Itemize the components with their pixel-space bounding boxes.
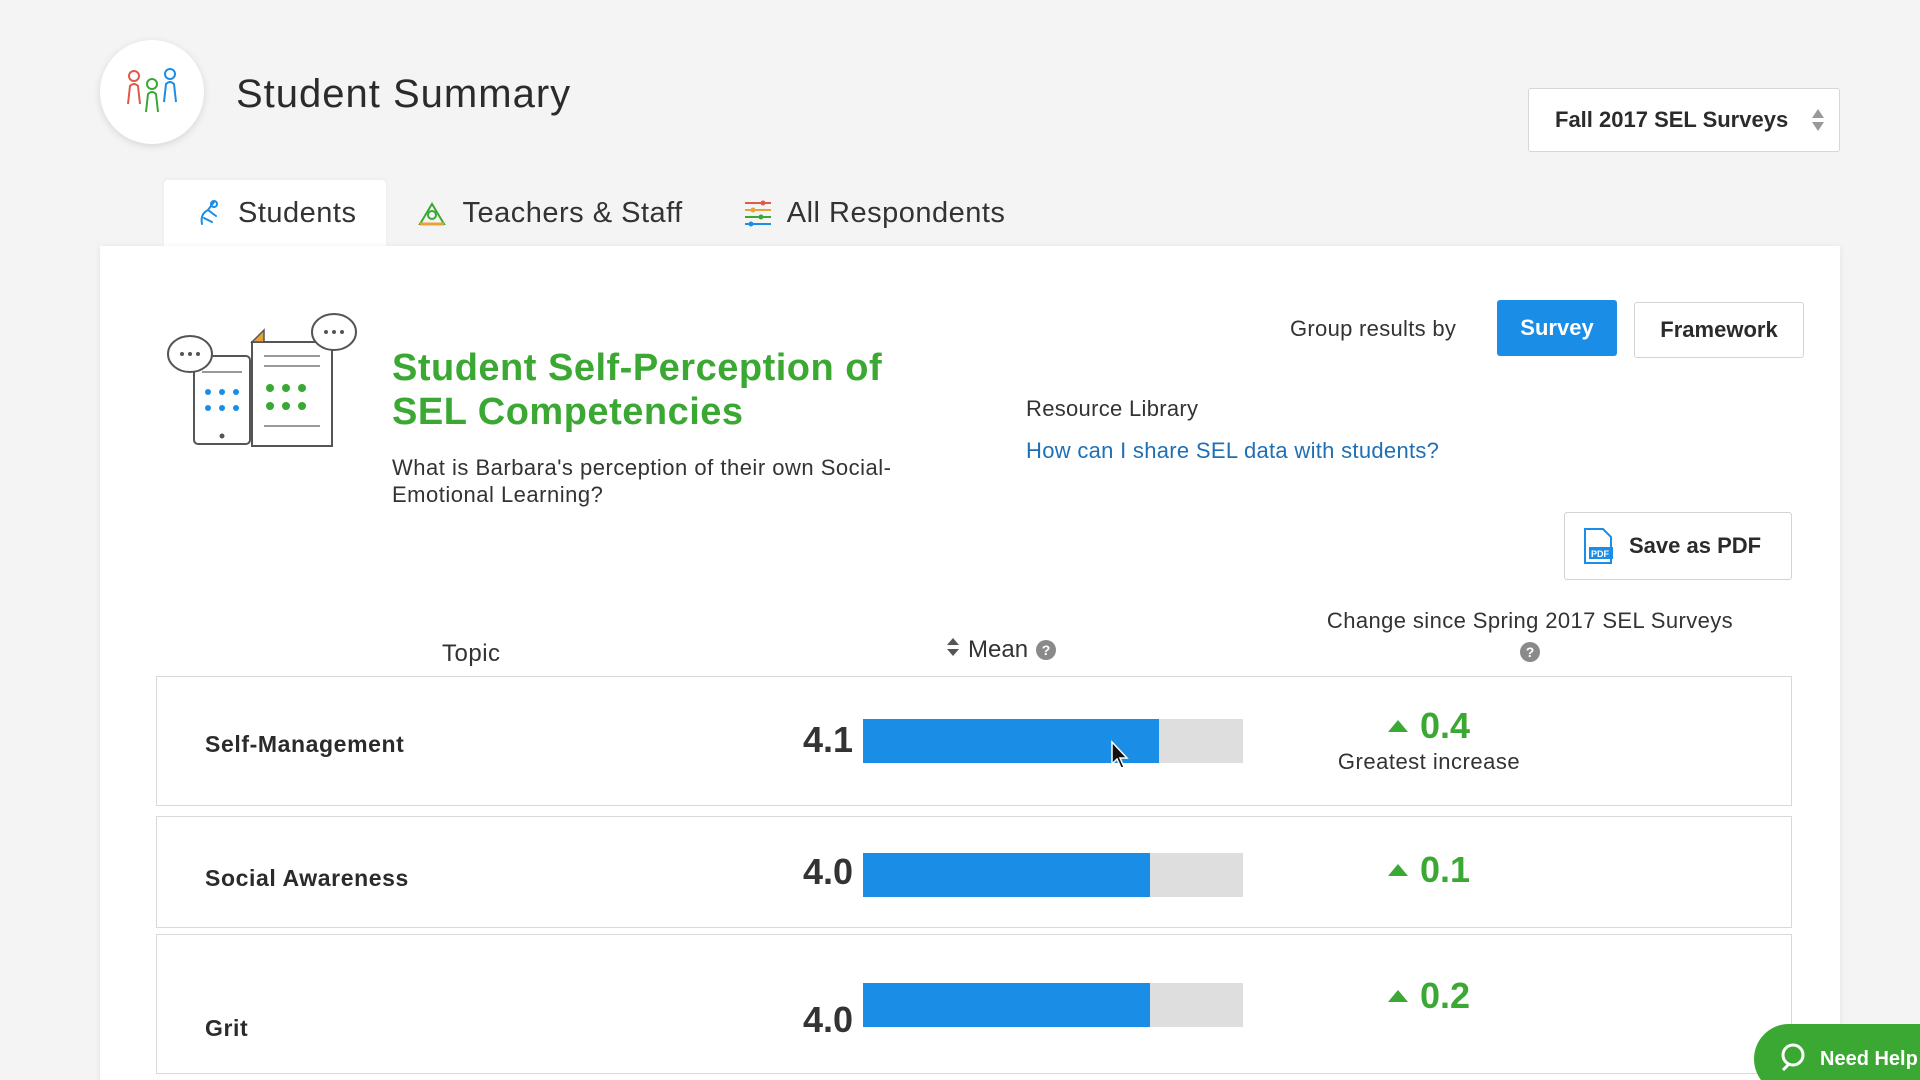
tab-label: Teachers & Staff xyxy=(462,196,683,229)
need-help-button[interactable]: Need Help xyxy=(1754,1024,1920,1080)
arrow-up-icon xyxy=(1387,990,1408,1002)
resource-link[interactable]: How can I share SEL data with students? xyxy=(1026,438,1440,463)
help-icon[interactable]: ? xyxy=(1520,642,1540,662)
row-change: 0.2 xyxy=(1279,975,1579,1017)
save-pdf-label: Save as PDF xyxy=(1629,533,1762,558)
sort-icon xyxy=(946,636,960,664)
survey-select-value: Fall 2017 SEL Surveys xyxy=(1555,107,1789,132)
resource-library-label: Resource Library xyxy=(1026,396,1199,421)
save-pdf-button[interactable]: PDF Save as PDF xyxy=(1564,512,1792,580)
mean-bar-track xyxy=(863,719,1243,763)
column-header-mean[interactable]: Mean ? xyxy=(946,636,1057,664)
tab-teachers-staff[interactable]: Teachers & Staff xyxy=(386,180,712,246)
main-panel: Student Self-Perception of SEL Competenc… xyxy=(100,246,1840,1080)
mouse-cursor-icon xyxy=(1110,740,1130,775)
need-help-label: Need Help xyxy=(1820,1047,1918,1070)
tab-label: All Respondents xyxy=(786,196,1006,229)
tab-all-respondents[interactable]: All Respondents xyxy=(713,180,1036,246)
teacher-icon xyxy=(416,198,448,228)
search-icon xyxy=(1778,1041,1808,1077)
app-logo xyxy=(100,40,204,144)
mean-bar-track xyxy=(863,853,1243,897)
section-question: What is Barbara's perception of their ow… xyxy=(392,455,892,507)
row-topic: Social Awareness xyxy=(205,865,409,891)
survey-illustration-icon xyxy=(164,312,360,457)
arrow-up-icon xyxy=(1387,720,1408,732)
table-row[interactable]: Self-Management 4.1 0.4 Greatest increas… xyxy=(156,676,1792,806)
row-change: 0.1 xyxy=(1279,849,1579,891)
group-by-survey-button[interactable]: Survey xyxy=(1497,300,1617,356)
row-change-value: 0.4 xyxy=(1419,705,1471,746)
row-topic: Self-Management xyxy=(205,731,405,757)
people-icon xyxy=(127,68,177,113)
table-row[interactable]: Grit 4.0 0.2 xyxy=(156,934,1792,1074)
row-change-value: 0.2 xyxy=(1419,975,1471,1016)
row-change-note: Greatest increase xyxy=(1337,749,1521,774)
page-title: Student Summary xyxy=(236,72,572,116)
column-header-change: Change since Spring 2017 SEL Surveys xyxy=(1326,608,1734,633)
section-title: Student Self-Perception of SEL Competenc… xyxy=(392,347,883,433)
survey-select[interactable]: Fall 2017 SEL Surveys xyxy=(1528,88,1840,152)
row-topic: Grit xyxy=(205,1015,249,1041)
row-mean-value: 4.0 xyxy=(802,999,853,1040)
mean-bar-fill xyxy=(863,983,1150,1027)
tab-students[interactable]: Students xyxy=(164,180,387,246)
table-row[interactable]: Social Awareness 4.0 0.1 xyxy=(156,816,1792,928)
mean-bar-track xyxy=(863,983,1243,1027)
mean-bar-fill xyxy=(863,853,1150,897)
help-icon[interactable]: ? xyxy=(1036,640,1057,660)
svg-text:PDF: PDF xyxy=(1591,549,1610,559)
group-by-framework-button[interactable]: Framework xyxy=(1634,302,1804,358)
pdf-icon: PDF xyxy=(1581,527,1615,565)
student-icon xyxy=(194,198,224,228)
tab-bar: Students Teachers & Staff All Respondent… xyxy=(164,180,1035,246)
arrow-up-icon xyxy=(1387,864,1408,876)
mean-header-label: Mean xyxy=(968,636,1029,663)
mean-bar-fill xyxy=(863,719,1160,763)
group-results-label: Group results by xyxy=(1290,316,1457,341)
row-mean-value: 4.1 xyxy=(802,719,853,760)
row-mean-value: 4.0 xyxy=(802,851,853,892)
column-header-topic: Topic xyxy=(442,640,501,667)
row-change-value: 0.1 xyxy=(1419,849,1471,890)
sort-arrows-icon xyxy=(1811,107,1825,139)
tab-label: Students xyxy=(238,196,357,229)
filter-icon xyxy=(743,198,773,228)
row-change: 0.4 xyxy=(1279,705,1579,747)
